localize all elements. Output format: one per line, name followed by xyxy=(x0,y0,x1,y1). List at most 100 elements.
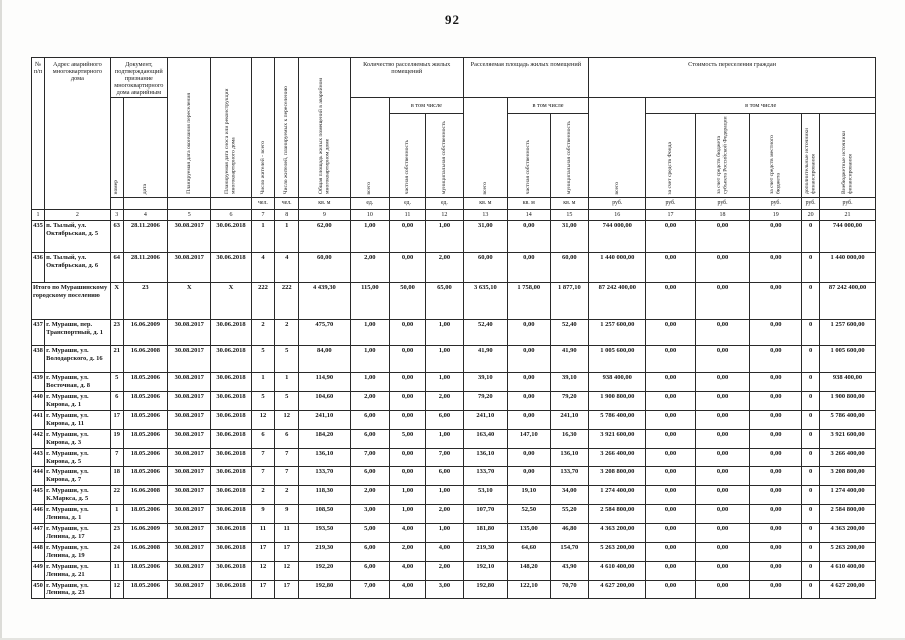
cell-area_municipal: 52,40 xyxy=(549,319,590,347)
unit-cell: ед. xyxy=(425,197,464,211)
cell-units_private: 4,00 xyxy=(388,522,427,543)
column-number-cell: 14 xyxy=(506,209,551,222)
cell-residents: 2 xyxy=(250,319,276,347)
cell-cost_offbudget: 87 242 400,00 xyxy=(819,282,876,321)
cell-units_municipal: 65,00 xyxy=(425,282,464,321)
cell-residents_resettle: 6 xyxy=(274,428,300,449)
cell-cost_total: 744 000,00 xyxy=(588,220,647,254)
cell-cost_offbudget: 2 584 800,00 xyxy=(819,504,876,524)
cell-doc_no: 23 xyxy=(109,319,124,347)
cell-resettle_date: 30.08.2017 xyxy=(166,541,212,562)
cell-residents: 11 xyxy=(250,522,276,543)
cell-area_total: 192,80 xyxy=(462,579,508,600)
cell-cost_offbudget: 4 627 200,00 xyxy=(819,579,876,600)
cell-cost_region: 0,00 xyxy=(694,409,751,430)
cell-address: п. Тылый, ул. Октябрьская, д. 6 xyxy=(44,252,111,284)
cell-area_total: 181,80 xyxy=(462,522,508,543)
cell-residents: 4 xyxy=(250,252,276,284)
cell-units_municipal: 1,00 xyxy=(425,372,464,393)
cell-doc_date: 23 xyxy=(122,282,169,321)
cell-units_private: 0,00 xyxy=(388,466,427,487)
cell-demolition_date: 30.06.2018 xyxy=(210,541,252,562)
cell-house_area: 184,20 xyxy=(298,428,351,449)
cell-doc_date: 18.05.2006 xyxy=(122,372,169,393)
col-group-cost: Стоимость переселения граждан xyxy=(588,56,876,99)
cell-residents_resettle: 12 xyxy=(274,409,300,430)
table-row: 450 г. Мураши, ул. Ленина, д. 23 12 18.05.2… xyxy=(30,579,876,600)
cell-doc_date: 18.05.2006 xyxy=(122,447,169,468)
cell-doc_date: 18.05.2006 xyxy=(122,409,169,430)
cell-cost_region: 0,00 xyxy=(694,485,751,506)
cell-demolition_date: 30.06.2018 xyxy=(210,466,252,487)
cell-num: 443 xyxy=(30,447,46,468)
cell-units_total: 7,00 xyxy=(349,447,391,468)
cell-area_municipal: 43,90 xyxy=(549,560,590,581)
cell-residents: 9 xyxy=(250,504,276,524)
cell-cost_total: 1 257 600,00 xyxy=(588,319,647,347)
cell-cost_fund: 0,00 xyxy=(645,372,696,393)
cell-cost_region: 0,00 xyxy=(694,579,751,600)
cell-cost_extra: 0 xyxy=(801,541,821,562)
cell-address: г. Мураши, ул. Ленина, д. 23 xyxy=(44,579,111,600)
cell-area_private: 0,00 xyxy=(506,220,551,254)
cell-address: г. Мураши, ул. Кирова, д. 5 xyxy=(44,447,111,468)
col-header-area-total: всего xyxy=(462,97,508,199)
cell-cost_extra: 0 xyxy=(801,220,821,254)
unit-cell: руб. xyxy=(819,197,876,211)
cell-num: 447 xyxy=(30,522,46,543)
cell-units_total: 1,00 xyxy=(349,372,391,393)
cell-area_private: 0,00 xyxy=(506,447,551,468)
cell-residents: 17 xyxy=(250,541,276,562)
col-header-cost-offbudget: Внебюджетные источники финансирования xyxy=(819,113,876,199)
cell-cost_offbudget: 1 900 800,00 xyxy=(819,391,876,411)
col-subgroup-area-including: в том числе xyxy=(506,97,590,115)
table-row: 440 г. Мураши, ул. Кирова, д. 1 6 18.05.200… xyxy=(30,391,876,411)
column-numbers-row: 1 2 3 4 5 6 7 8 9 10 11 12 13 14 15 16 17 18 19 20 21 xyxy=(30,209,876,222)
cell-units_total: 2,00 xyxy=(349,485,391,506)
col-header-doc-number: номер xyxy=(109,97,124,199)
cell-area_total: 39,10 xyxy=(462,372,508,393)
cell-num: 440 xyxy=(30,391,46,411)
cell-total-label: Итого по Мурашинскому городскому поселен… xyxy=(31,282,111,321)
cell-resettle_date: 30.08.2017 xyxy=(166,345,212,374)
cell-area_total: 107,70 xyxy=(462,504,508,524)
cell-doc_no: 23 xyxy=(109,522,124,543)
cell-cost_extra: 0 xyxy=(801,391,821,411)
cell-residents_resettle: 7 xyxy=(274,466,300,487)
cell-address: г. Мураши, ул. К.Маркса, д. 5 xyxy=(44,485,111,506)
cell-cost_extra: 0 xyxy=(801,319,821,347)
column-number-cell: 13 xyxy=(462,209,508,222)
cell-cost_extra: 0 xyxy=(801,522,821,543)
cell-cost_region: 0,00 xyxy=(694,345,751,374)
cell-units_private: 5,00 xyxy=(388,428,427,449)
resettlement-register-table: № п/п Адрес аварийного многоквартирного … xyxy=(30,56,876,600)
cell-address: г. Мураши, ул. Кирова, д. 3 xyxy=(44,428,111,449)
table-row: 447 г. Мураши, ул. Ленина, д. 17 23 16.06.2… xyxy=(30,522,876,543)
cell-cost_extra: 0 xyxy=(801,428,821,449)
cell-units_private: 0,00 xyxy=(388,372,427,393)
cell-cost_fund: 0,00 xyxy=(645,391,696,411)
table-body: 435 п. Тылый, ул. Октябрьская, д. 5 63 28.1… xyxy=(30,220,876,600)
cell-cost_local: 0,00 xyxy=(749,372,803,393)
cell-num: 438 xyxy=(30,345,46,374)
column-number-cell: 11 xyxy=(388,209,427,222)
column-number-cell: 2 xyxy=(44,209,111,222)
cell-resettle_date: 30.08.2017 xyxy=(166,409,212,430)
cell-cost_local: 0,00 xyxy=(749,391,803,411)
cell-cost_total: 1 900 800,00 xyxy=(588,391,647,411)
unit-cell xyxy=(109,197,124,211)
cell-residents_resettle: 9 xyxy=(274,504,300,524)
cell-doc_date: 16.06.2008 xyxy=(122,345,169,374)
cell-doc_no: 64 xyxy=(109,252,124,284)
cell-address: г. Мураши, ул. Ленина, д. 19 xyxy=(44,541,111,562)
cell-residents_resettle: 11 xyxy=(274,522,300,543)
table-head: № п/п Адрес аварийного многоквартирного … xyxy=(30,56,876,222)
cell-cost_offbudget: 1 257 600,00 xyxy=(819,319,876,347)
cell-cost_region: 0,00 xyxy=(694,541,751,562)
cell-cost_offbudget: 3 921 600,00 xyxy=(819,428,876,449)
cell-units_municipal: 6,00 xyxy=(425,466,464,487)
cell-doc_no: 1 xyxy=(109,504,124,524)
col-header-cost-extra: дополнительные источники финансирования xyxy=(801,113,821,199)
cell-cost_local: 0,00 xyxy=(749,560,803,581)
cell-units_private: 0,00 xyxy=(388,447,427,468)
